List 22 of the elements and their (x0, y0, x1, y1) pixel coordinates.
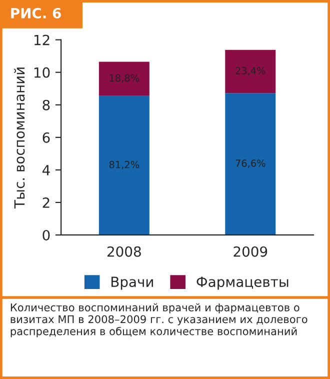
y-tick-label: 2 (42, 197, 50, 208)
chart-title: РИС. 6 (11, 8, 61, 18)
text: Количество воспоминаний врачей и фармацевтов о визитах МП в 2008–2009 гг. с указанием их долевого распределения в общем количестве воспоминаний (10, 303, 308, 338)
y-axis-title: Тыс. воспоминаний (14, 68, 25, 208)
y-tick-label: 12 (34, 34, 50, 46)
y-tick-label: 4 (42, 165, 50, 176)
bar (98, 62, 150, 96)
annotation: 76,6% (236, 160, 266, 168)
annotation: 23,4% (236, 66, 266, 76)
bar (225, 50, 276, 94)
x-tick-label: 2009 (234, 246, 268, 257)
y-tick-label: 10 (34, 67, 50, 78)
x-tick-label: 2008 (108, 246, 141, 257)
y-tick-label: 6 (42, 132, 50, 143)
annotation: 18,8% (110, 74, 140, 83)
bar (98, 96, 150, 235)
bar (225, 93, 276, 235)
annotation: 81,2% (109, 160, 140, 170)
y-tick-label: 8 (42, 100, 50, 110)
legend-label: Врачи (112, 276, 153, 290)
legend-label: Фармацевты (196, 276, 288, 290)
y-tick-label: 0 (42, 230, 50, 240)
